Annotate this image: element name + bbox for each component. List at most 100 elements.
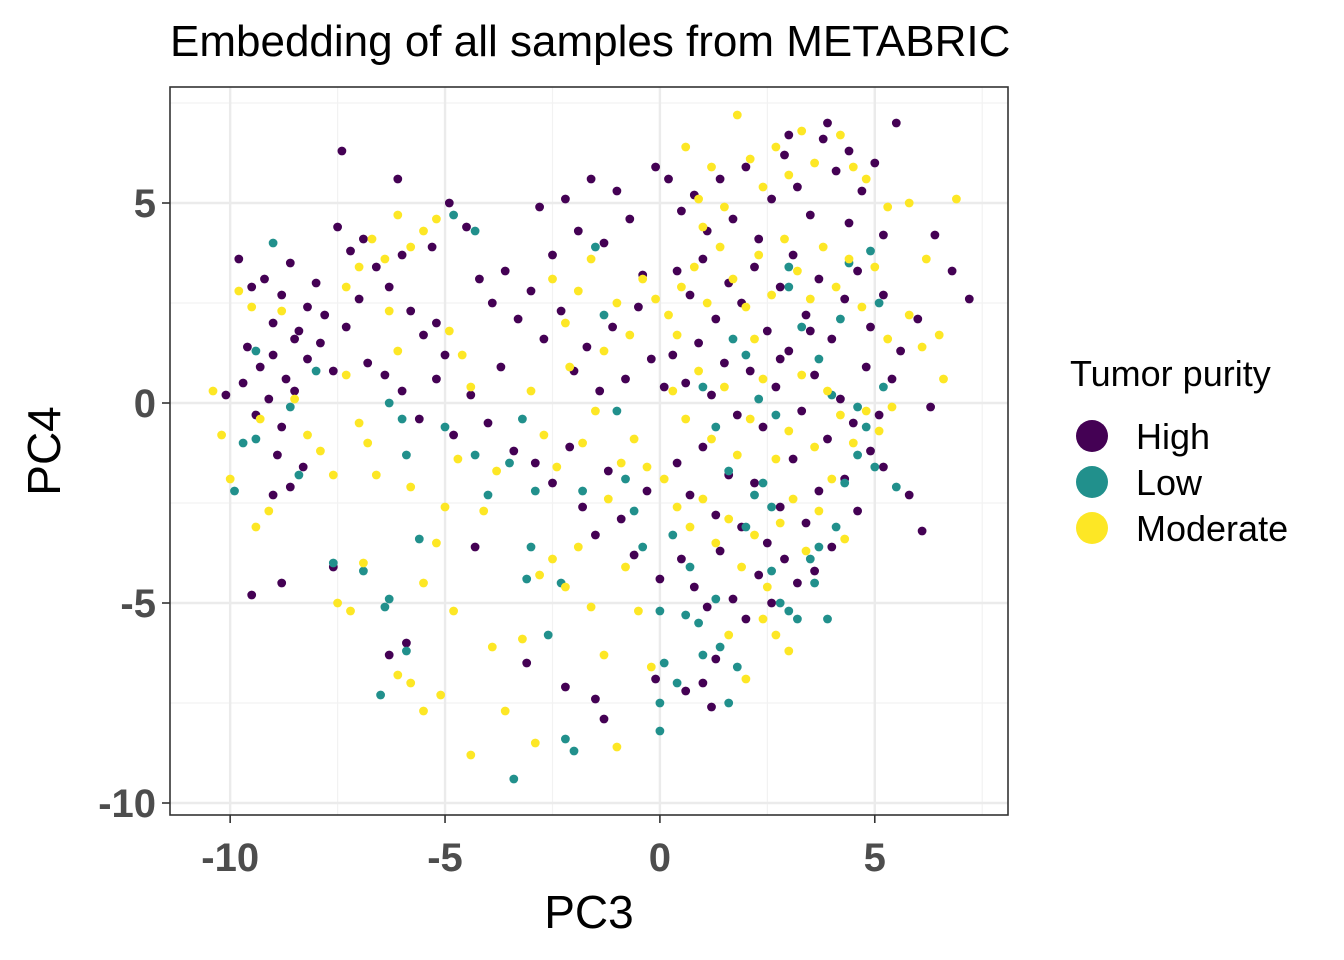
data-point (328, 470, 338, 480)
data-point (483, 418, 493, 428)
data-point (432, 214, 441, 224)
data-point (836, 394, 845, 404)
data-point (225, 474, 235, 484)
data-point (526, 386, 536, 396)
data-point (616, 458, 626, 468)
legend-label: Low (1136, 462, 1203, 503)
data-point (561, 582, 570, 592)
data-point (526, 542, 536, 552)
data-point (393, 174, 403, 184)
data-point (810, 442, 819, 452)
data-point (522, 658, 532, 668)
data-point (745, 366, 755, 376)
data-point (741, 162, 751, 172)
data-point (689, 582, 699, 592)
data-point (728, 214, 738, 224)
data-point (831, 282, 841, 292)
data-point (436, 690, 446, 700)
data-point (711, 594, 721, 604)
data-point (432, 318, 441, 328)
data-point (788, 454, 798, 464)
data-point (870, 462, 880, 472)
data-point (260, 274, 269, 284)
data-point (634, 302, 643, 312)
data-point (402, 450, 411, 460)
data-point (853, 266, 862, 276)
data-point (500, 706, 510, 716)
data-point (947, 266, 957, 276)
data-point (840, 294, 850, 304)
data-point (741, 674, 751, 684)
data-point (432, 374, 441, 384)
data-point (376, 690, 385, 700)
data-point (346, 606, 355, 616)
chart-title: Embedding of all samples from METABRIC (170, 17, 1010, 66)
data-point (621, 374, 630, 384)
data-point (530, 486, 540, 496)
data-point (677, 554, 686, 564)
data-point (316, 446, 325, 456)
data-point (698, 678, 708, 688)
legend-swatch (1076, 420, 1108, 452)
data-point (879, 230, 888, 240)
data-point (668, 530, 678, 540)
data-point (754, 394, 764, 404)
data-point (750, 478, 759, 488)
data-point (685, 490, 695, 500)
data-point (874, 426, 884, 436)
data-point (814, 486, 824, 496)
y-tick-label: 5 (134, 182, 156, 226)
data-point (255, 362, 265, 372)
data-point (655, 606, 665, 616)
data-point (406, 242, 416, 252)
data-point (685, 562, 695, 572)
data-point (758, 374, 768, 384)
y-axis: -10 -5 0 5 (98, 182, 170, 826)
data-point (758, 478, 768, 488)
data-point (720, 202, 729, 212)
data-point (767, 598, 776, 608)
data-point (866, 446, 875, 456)
data-point (677, 282, 686, 292)
data-point (793, 614, 802, 624)
data-point (805, 554, 815, 564)
data-point (608, 322, 617, 332)
data-point (646, 662, 656, 672)
data-point (419, 706, 428, 716)
data-point (848, 438, 858, 448)
data-point (535, 570, 544, 580)
data-point (745, 154, 755, 164)
data-point (462, 222, 471, 232)
data-point (896, 346, 905, 356)
data-point (823, 386, 832, 396)
data-point (853, 506, 862, 516)
data-point (801, 518, 811, 528)
data-point (891, 118, 901, 128)
data-point (659, 382, 669, 392)
data-point (711, 314, 721, 324)
data-point (904, 490, 914, 500)
data-point (844, 146, 854, 156)
data-point (840, 534, 850, 544)
data-point (857, 302, 867, 312)
data-point (784, 130, 794, 140)
data-point (268, 490, 278, 500)
data-point (870, 262, 880, 272)
data-point (827, 334, 837, 344)
data-point (380, 602, 390, 612)
data-point (724, 630, 734, 640)
data-point (359, 234, 368, 244)
data-point (625, 330, 635, 340)
data-point (561, 194, 570, 204)
data-point (483, 490, 493, 500)
data-point (775, 518, 785, 528)
data-point (363, 438, 373, 448)
data-point (672, 266, 682, 276)
data-point (548, 554, 557, 564)
data-point (784, 282, 794, 292)
data-point (419, 330, 428, 340)
data-point (917, 526, 927, 536)
data-point (651, 674, 660, 684)
data-point (887, 402, 897, 412)
data-point (818, 242, 828, 252)
